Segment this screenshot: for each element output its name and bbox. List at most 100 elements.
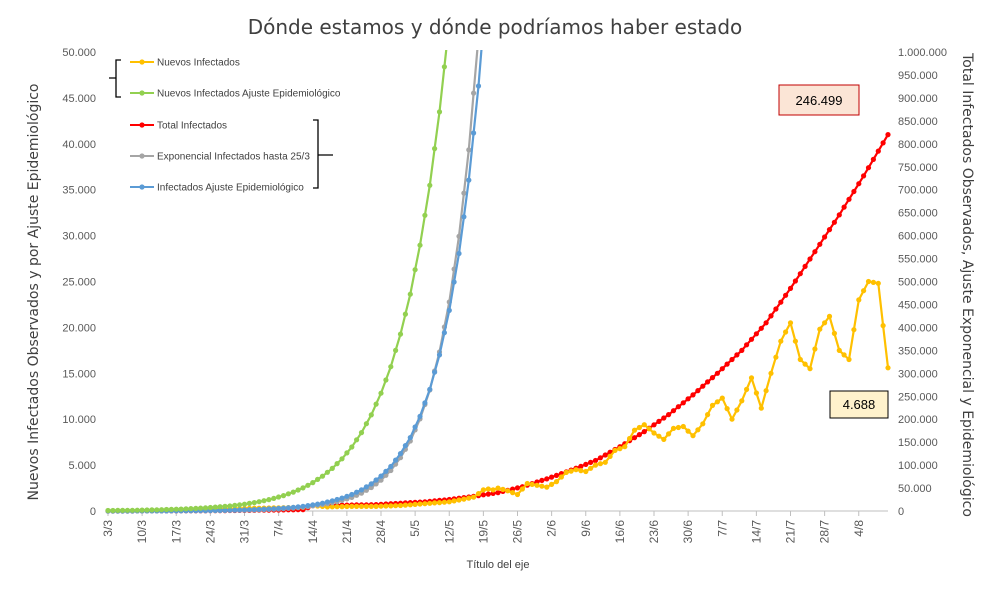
data-point-infectados-ajuste-epidemiologico (280, 505, 287, 511)
legend-marker-total-infectados (139, 122, 145, 128)
data-point-infectados-ajuste-epidemiologico (475, 83, 482, 89)
data-point-nuevos-infectados (490, 487, 496, 493)
legend-bracket-new-cases (109, 59, 121, 98)
data-point-nuevos-infectados (436, 500, 443, 506)
data-point-nuevos-infectados-ajuste-epidemiologico (378, 390, 384, 396)
data-point-nuevos-infectados (514, 491, 521, 498)
data-point-total-infectados (602, 452, 608, 458)
y-axis-left-title: Nuevos Infectados Observados y por Ajust… (26, 84, 42, 501)
y-right-tick-label: 250.000 (898, 391, 938, 403)
data-point-nuevos-infectados (627, 435, 633, 442)
data-point-exponencial-infectados-hasta-25-3 (471, 90, 477, 96)
data-point-total-infectados (773, 306, 779, 312)
data-point-infectados-ajuste-epidemiologico (349, 491, 355, 498)
data-point-nuevos-infectados (885, 365, 891, 371)
data-point-nuevos-infectados (373, 503, 379, 509)
data-point-nuevos-infectados (807, 366, 813, 372)
data-point-nuevos-infectados (817, 326, 823, 332)
data-point-total-infectados (700, 383, 706, 389)
data-point-nuevos-infectados (685, 428, 691, 434)
data-point-nuevos-infectados-ajuste-epidemiologico (373, 401, 379, 407)
data-point-nuevos-infectados-ajuste-epidemiologico (163, 506, 170, 513)
data-point-nuevos-infectados-ajuste-epidemiologico (305, 482, 311, 488)
data-point-nuevos-infectados-ajuste-epidemiologico (383, 377, 389, 383)
x-tick-label: 21/4 (340, 520, 354, 544)
data-point-infectados-ajuste-epidemiologico (388, 463, 394, 470)
data-point-nuevos-infectados (851, 327, 857, 333)
data-point-exponencial-infectados-hasta-25-3 (461, 190, 467, 196)
legend-label-nuevos-infectados: Nuevos Infectados (157, 58, 240, 69)
data-point-nuevos-infectados (768, 370, 774, 376)
data-point-total-infectados (729, 356, 735, 363)
data-point-infectados-ajuste-epidemiologico (285, 505, 291, 511)
data-point-total-infectados (553, 472, 560, 478)
data-point-nuevos-infectados (519, 486, 526, 492)
data-point-nuevos-infectados-ajuste-epidemiologico (120, 507, 126, 513)
data-point-nuevos-infectados (427, 500, 433, 506)
y-left-tick-label: 45.000 (62, 93, 96, 105)
data-point-nuevos-infectados-ajuste-epidemiologico (217, 504, 223, 510)
data-point-nuevos-infectados (578, 468, 584, 474)
data-point-nuevos-infectados (568, 468, 574, 474)
data-point-total-infectados (670, 408, 677, 414)
data-point-nuevos-infectados (354, 503, 360, 509)
data-point-total-infectados (544, 476, 550, 482)
y-right-tick-label: 400.000 (898, 322, 938, 334)
data-point-infectados-ajuste-epidemiologico (451, 279, 457, 285)
data-point-infectados-ajuste-epidemiologico (222, 507, 228, 513)
data-point-exponencial-infectados-hasta-25-3 (373, 481, 379, 487)
data-point-infectados-ajuste-epidemiologico (315, 501, 321, 507)
data-point-nuevos-infectados (363, 503, 369, 509)
x-tick-label: 4/8 (852, 520, 866, 537)
data-point-nuevos-infectados (339, 504, 345, 510)
data-point-infectados-ajuste-epidemiologico (378, 473, 384, 479)
legend-label-nuevos-infectados-ajuste-epidemiologico: Nuevos Infectados Ajuste Epidemiológico (157, 89, 341, 100)
data-point-nuevos-infectados (631, 427, 638, 433)
data-point-nuevos-infectados (505, 488, 511, 494)
data-point-nuevos-infectados (753, 390, 760, 396)
x-axis-ticks: 3/3 10/3 17/3 24/3 31/3 7/4 14/4 21/4 28/4 5/5 12/… (101, 511, 866, 543)
data-point-total-infectados (826, 227, 833, 233)
data-point-nuevos-infectados-ajuste-epidemiologico (198, 505, 204, 511)
data-point-infectados-ajuste-epidemiologico (466, 177, 472, 183)
data-point-nuevos-infectados (461, 496, 467, 502)
data-point-nuevos-infectados (802, 361, 808, 367)
data-point-infectados-ajuste-epidemiologico (256, 506, 262, 512)
data-point-nuevos-infectados-ajuste-epidemiologico (266, 497, 272, 503)
data-point-total-infectados (631, 435, 638, 441)
data-point-infectados-ajuste-epidemiologico (227, 507, 233, 513)
data-point-nuevos-infectados-ajuste-epidemiologico (295, 487, 301, 493)
data-point-nuevos-infectados (500, 486, 506, 492)
data-point-nuevos-infectados (592, 462, 599, 468)
data-point-infectados-ajuste-epidemiologico (393, 457, 399, 463)
data-point-nuevos-infectados (739, 398, 745, 404)
callout-total-box (778, 84, 860, 116)
data-point-nuevos-infectados-ajuste-epidemiologico (441, 64, 447, 70)
data-point-nuevos-infectados (466, 495, 472, 501)
data-point-nuevos-infectados-ajuste-epidemiologico (261, 498, 267, 504)
data-point-nuevos-infectados (597, 461, 604, 467)
data-point-infectados-ajuste-epidemiologico (358, 487, 365, 493)
data-point-nuevos-infectados (344, 503, 350, 510)
y-left-tick-label: 15.000 (62, 368, 96, 380)
data-point-nuevos-infectados-ajuste-epidemiologico (432, 146, 438, 152)
data-point-nuevos-infectados-ajuste-epidemiologico (212, 504, 218, 510)
data-point-total-infectados (578, 463, 584, 469)
data-point-infectados-ajuste-epidemiologico (363, 484, 369, 490)
y-left-tick-label: 5.000 (68, 460, 96, 472)
y-left-tick-label: 30.000 (62, 231, 96, 243)
data-point-nuevos-infectados-ajuste-epidemiologico (276, 494, 282, 500)
data-point-nuevos-infectados (875, 280, 881, 286)
data-point-total-infectados (539, 477, 545, 483)
y-right-tick-label: 300.000 (898, 368, 938, 380)
y-right-tick-label: 550.000 (898, 254, 938, 266)
data-point-infectados-ajuste-epidemiologico (471, 130, 477, 136)
data-point-nuevos-infectados (622, 444, 628, 450)
data-point-total-infectados (885, 132, 891, 138)
data-point-nuevos-infectados (563, 469, 569, 475)
x-tick-label: 9/6 (579, 520, 593, 537)
y-right-tick-label: 750.000 (898, 162, 938, 174)
data-point-nuevos-infectados (680, 423, 686, 430)
data-point-nuevos-infectados-ajuste-epidemiologico (280, 493, 287, 499)
x-tick-label: 30/6 (681, 520, 695, 544)
